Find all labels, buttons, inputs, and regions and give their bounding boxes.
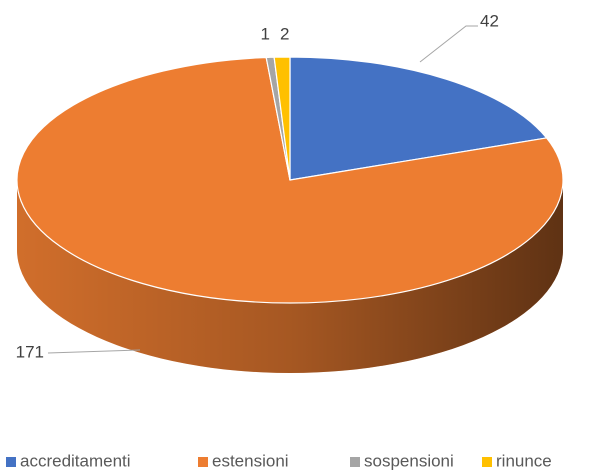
- data-label: 1: [261, 24, 270, 43]
- legend-label: estensioni: [212, 451, 289, 470]
- legend-label: sospensioni: [364, 451, 454, 470]
- legend-label: rinunce: [496, 451, 552, 470]
- data-label: 42: [480, 11, 499, 30]
- legend-swatch: [198, 457, 208, 467]
- legend-swatch: [6, 457, 16, 467]
- pie-slice: [289, 56, 548, 181]
- data-label: 171: [16, 342, 44, 361]
- leader-line: [47, 349, 141, 354]
- legend-swatch: [350, 457, 360, 467]
- legend-label: accreditamenti: [20, 451, 131, 470]
- legend-swatch: [482, 457, 492, 467]
- data-label: 2: [280, 24, 289, 43]
- leader-line: [419, 25, 478, 63]
- side-shade: [17, 180, 563, 373]
- pie-slice: [273, 56, 291, 181]
